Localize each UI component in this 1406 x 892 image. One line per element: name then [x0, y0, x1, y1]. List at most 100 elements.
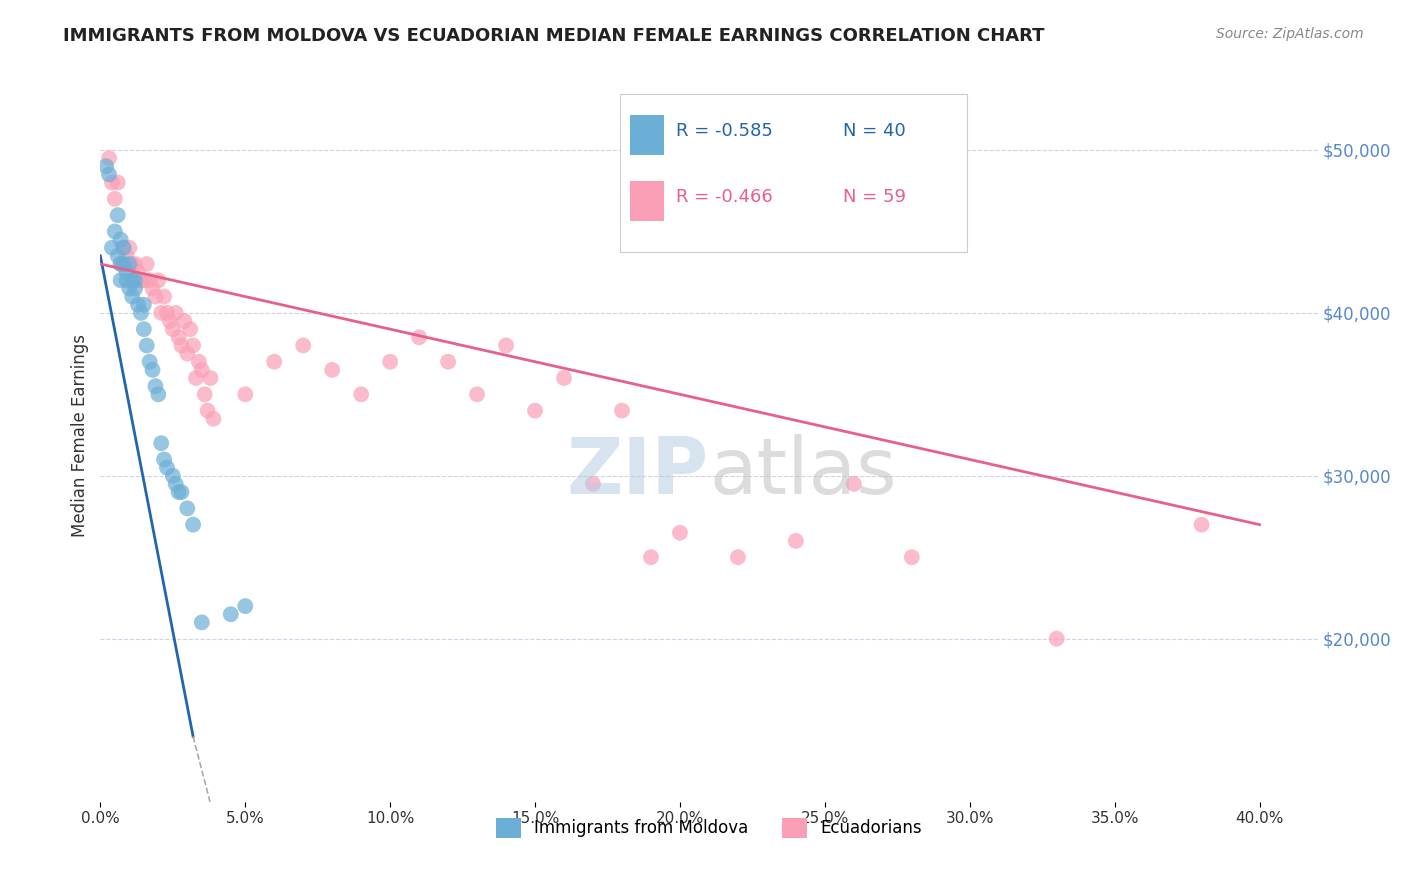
Point: [233, 599, 256, 613]
Point: [1191, 517, 1213, 532]
Point: [112, 257, 135, 271]
Point: [132, 298, 155, 312]
Text: R = -0.466: R = -0.466: [676, 188, 773, 206]
Point: [110, 273, 132, 287]
Point: [124, 273, 146, 287]
Point: [785, 533, 807, 548]
Text: Source: ZipAtlas.com: Source: ZipAtlas.com: [1216, 27, 1364, 41]
Point: [167, 485, 190, 500]
Point: [124, 281, 146, 295]
Point: [112, 241, 135, 255]
Point: [176, 501, 198, 516]
Point: [138, 355, 160, 369]
Point: [104, 224, 127, 238]
Point: [132, 322, 155, 336]
Point: [181, 338, 204, 352]
Point: [170, 338, 193, 352]
Text: IMMIGRANTS FROM MOLDOVA VS ECUADORIAN MEDIAN FEMALE EARNINGS CORRELATION CHART: IMMIGRANTS FROM MOLDOVA VS ECUADORIAN ME…: [63, 27, 1045, 45]
Point: [98, 151, 121, 165]
Point: [141, 281, 163, 295]
Point: [132, 273, 155, 287]
Point: [524, 403, 547, 417]
Bar: [630, 181, 664, 221]
Point: [118, 241, 141, 255]
Point: [115, 265, 138, 279]
Point: [437, 355, 460, 369]
Point: [156, 460, 179, 475]
Point: [94, 159, 117, 173]
Point: [150, 306, 173, 320]
Point: [200, 371, 222, 385]
Point: [124, 257, 146, 271]
Point: [219, 607, 242, 622]
Point: [148, 273, 170, 287]
Point: [194, 387, 217, 401]
Point: [350, 387, 373, 401]
Bar: [630, 115, 664, 155]
Point: [162, 468, 184, 483]
Point: [197, 403, 219, 417]
Point: [202, 411, 225, 425]
Y-axis label: Median Female Earnings: Median Female Earnings: [72, 334, 89, 537]
Point: [1046, 632, 1069, 646]
Point: [156, 306, 179, 320]
Point: [187, 355, 209, 369]
Point: [173, 314, 195, 328]
Point: [129, 273, 152, 287]
Point: [121, 273, 143, 287]
Point: [127, 298, 149, 312]
Point: [408, 330, 430, 344]
Point: [179, 322, 201, 336]
Bar: [620, 95, 967, 252]
Point: [153, 452, 176, 467]
Point: [263, 355, 285, 369]
Point: [321, 363, 343, 377]
Point: [582, 477, 605, 491]
Point: [118, 257, 141, 271]
Point: [640, 550, 662, 565]
Point: [610, 403, 633, 417]
Point: [115, 273, 138, 287]
Point: [135, 257, 157, 271]
Point: [150, 436, 173, 450]
Point: [141, 363, 163, 377]
Point: [110, 257, 132, 271]
Point: [727, 550, 749, 565]
Point: [153, 289, 176, 303]
Point: [170, 485, 193, 500]
Point: [233, 387, 256, 401]
Point: [553, 371, 575, 385]
Point: [98, 168, 121, 182]
Point: [145, 379, 167, 393]
Text: ZIP: ZIP: [567, 434, 709, 509]
Point: [165, 477, 187, 491]
Point: [167, 330, 190, 344]
Point: [145, 289, 167, 303]
Point: [101, 176, 124, 190]
Point: [107, 208, 129, 222]
Point: [110, 257, 132, 271]
Point: [148, 387, 170, 401]
Point: [129, 306, 152, 320]
Text: R = -0.585: R = -0.585: [676, 122, 773, 140]
Point: [176, 346, 198, 360]
Point: [107, 176, 129, 190]
Point: [115, 249, 138, 263]
Point: [110, 233, 132, 247]
Text: N = 59: N = 59: [842, 188, 905, 206]
Point: [159, 314, 181, 328]
Point: [669, 525, 692, 540]
Point: [118, 281, 141, 295]
Point: [162, 322, 184, 336]
Point: [184, 371, 207, 385]
Point: [901, 550, 924, 565]
Legend: Immigrants from Moldova, Ecuadorians: Immigrants from Moldova, Ecuadorians: [489, 811, 928, 845]
Point: [191, 363, 214, 377]
Point: [842, 477, 865, 491]
Point: [292, 338, 315, 352]
Text: atlas: atlas: [709, 434, 897, 509]
Point: [165, 306, 187, 320]
Point: [121, 257, 143, 271]
Point: [127, 265, 149, 279]
Point: [101, 241, 124, 255]
